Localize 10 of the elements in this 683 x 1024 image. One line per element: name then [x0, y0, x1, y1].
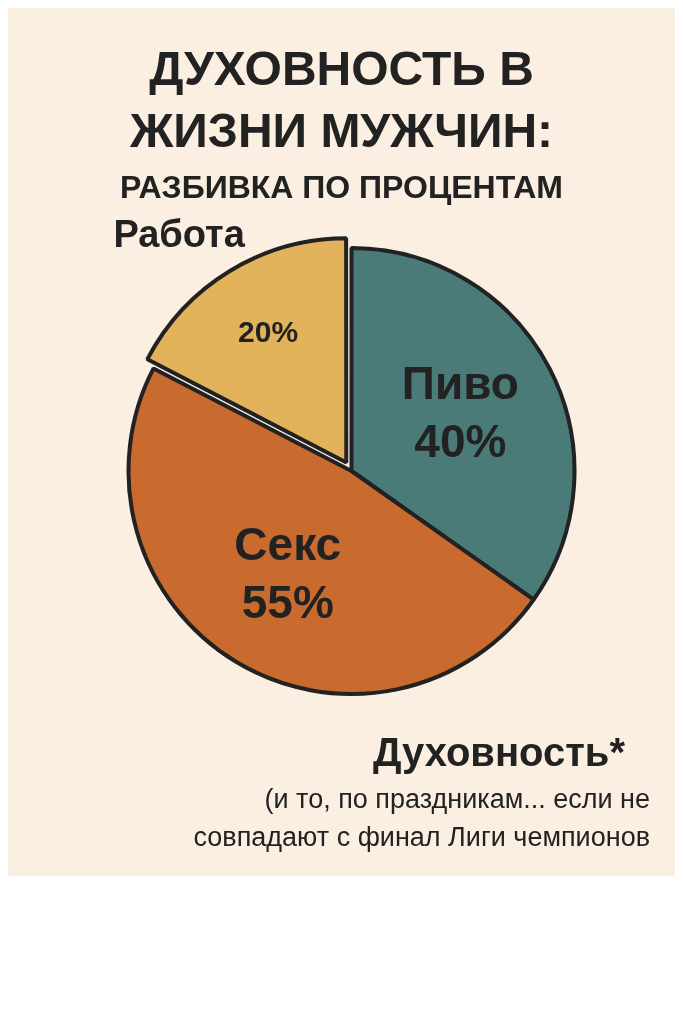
- chart-title: ДУХОВНОСТЬ В ЖИЗНИ МУЖЧИН:: [128, 41, 555, 160]
- text: (и то, по праздникам... если не совпадают с финал Лиги чемпионов: [192, 782, 651, 854]
- slice-label: Работа: [113, 212, 246, 255]
- text: Духовность*: [371, 729, 626, 775]
- data-label: 20%: [238, 314, 299, 348]
- slice-label: Пиво: [401, 357, 519, 410]
- data-label: 55%: [241, 576, 334, 629]
- slice-label: Секс: [234, 518, 342, 571]
- chart-subtitle: РАЗБИВКА ПО ПРОЦЕНТАМ: [118, 168, 564, 206]
- data-label: 40%: [414, 415, 507, 468]
